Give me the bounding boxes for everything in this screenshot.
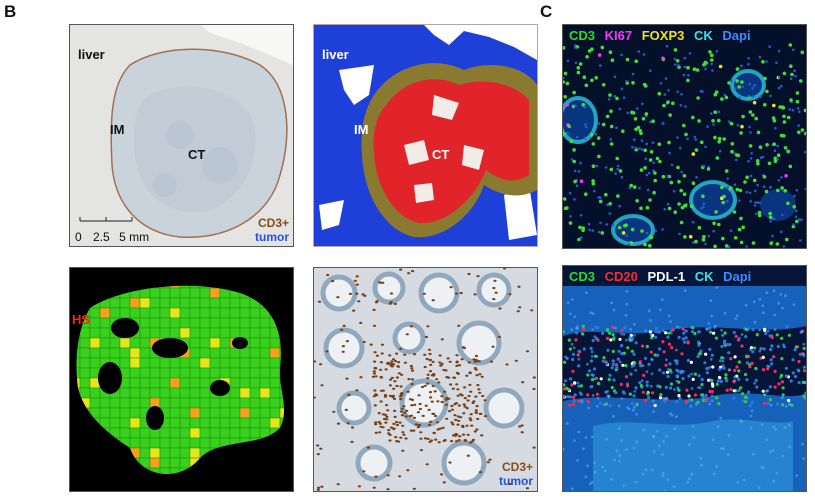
legend-tumor: tumor <box>255 230 289 244</box>
if-image-bottom: CD3 CD20 PDL-1 CK Dapi <box>562 265 807 492</box>
channel-ki67: KI67 <box>604 28 633 43</box>
scale-tick-2: 5 mm <box>119 230 150 244</box>
density-heatmap: HS <box>69 267 294 492</box>
scale-tick-1: 2.5 <box>93 230 110 244</box>
channel-ck: CK <box>694 269 714 284</box>
channel-ck: CK <box>693 28 713 43</box>
legend-cd3: CD3+ <box>501 460 533 474</box>
if-top-channel-legend: CD3 KI67 FOXP3 CK Dapi <box>569 28 757 43</box>
label-ct: CT <box>188 147 206 162</box>
label-hs: HS <box>72 312 91 327</box>
if-bottom-channel-legend: CD3 CD20 PDL-1 CK Dapi <box>569 269 757 284</box>
channel-cd3: CD3 <box>569 28 596 43</box>
label-liver: liver <box>322 47 349 62</box>
ihc-zoom-tissue <box>314 268 537 491</box>
channel-dapi: Dapi <box>722 28 751 43</box>
if-image-top: CD3 KI67 FOXP3 CK Dapi <box>562 24 807 249</box>
panel-label-b: B <box>4 2 17 21</box>
channel-foxp3: FOXP3 <box>641 28 685 43</box>
ihc-overview-tissue <box>70 25 293 246</box>
label-im: IM <box>110 122 125 137</box>
label-im: IM <box>354 122 369 137</box>
ihc-zoom-image: CD3+ tumor <box>313 267 538 492</box>
channel-dapi: Dapi <box>723 269 752 284</box>
legend-cd3: CD3+ <box>257 216 289 230</box>
if-top-tissue <box>563 25 806 248</box>
stain-legend: CD3+ tumor <box>499 460 533 488</box>
label-liver: liver <box>78 47 105 62</box>
heatmap-grid <box>76 285 285 475</box>
channel-cd20: CD20 <box>604 269 638 284</box>
ihc-overview-image: liver IM CT 0 2.5 5 mm CD3+ tumor <box>69 24 294 247</box>
stain-legend: CD3+ tumor <box>255 216 289 244</box>
label-ct: CT <box>432 147 450 162</box>
scale-tick-0: 0 <box>75 230 82 244</box>
panel-label-c: C <box>540 2 553 21</box>
channel-cd3: CD3 <box>569 269 596 284</box>
channel-pdl1: PDL-1 <box>647 269 686 284</box>
legend-tumor: tumor <box>499 474 533 488</box>
segmentation-image: liver IM CT <box>313 24 538 247</box>
segmentation-map <box>314 25 537 246</box>
if-bottom-tissue <box>563 266 806 491</box>
scale-bar-labels: 0 2.5 5 mm <box>75 230 149 244</box>
